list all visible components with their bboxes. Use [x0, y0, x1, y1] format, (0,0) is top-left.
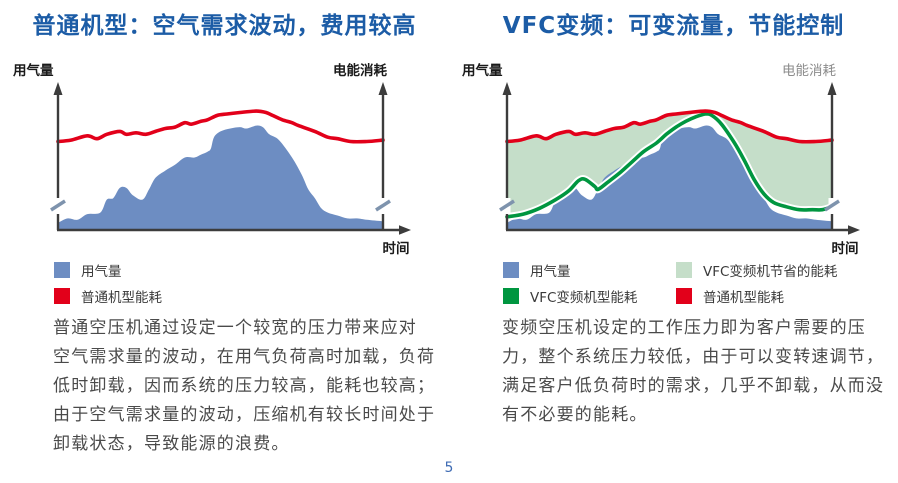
series-air: [507, 125, 832, 230]
legend-swatch-fixed-energy: [54, 288, 70, 304]
x-axis-arrow-icon: [848, 225, 860, 235]
legend-swatch-air: [503, 262, 519, 278]
legend-item: VFC变频机型能耗: [503, 286, 676, 306]
left-panel: 普通机型：空气需求波动，费用较高 用气量 电能消耗 时间 用气量 普通机型能: [13, 13, 436, 454]
legend-item: 普通机型能耗: [54, 286, 162, 306]
right-chart-legend: 用气量 VFC变频机节省的能耗 VFC变频机型能耗 普通机型能耗: [503, 257, 837, 309]
page-number: 5: [444, 460, 454, 476]
right-ylabel: 电能消耗: [333, 62, 387, 79]
right-panel: VFC变频：可变流量，节能控制 用气量 电能消耗 时间 用气量 VFC变频机节省…: [449, 0, 898, 483]
legend-item: 普通机型能耗: [676, 286, 837, 306]
right-description: 变频空压机设定的工作压力即为客户需要的压 力，整个系统压力较低，由于可以变转速调…: [502, 318, 885, 425]
left-y-axis-arrow-icon: [53, 82, 63, 95]
left-ylabel: 用气量: [462, 62, 503, 79]
right-y-axis-arrow-icon: [378, 82, 388, 95]
series-saved: [507, 111, 832, 217]
right-chart-plot-area: [503, 109, 836, 230]
legend-label: 用气量: [81, 264, 122, 280]
legend-swatch-saved-energy: [676, 262, 692, 278]
series-air: [58, 125, 383, 230]
legend-swatch-fixed-energy: [676, 288, 692, 304]
x-axis-arrow-icon: [399, 225, 411, 235]
left-axis-break-icon: [50, 198, 66, 214]
left-description: 普通空压机通过设定一个较宽的压力带来应对 空气需求量的波动，在用气负荷高时加载，…: [53, 318, 436, 454]
left-y-axis-arrow-icon: [502, 82, 512, 95]
legend-swatch-vfc-energy: [503, 288, 519, 304]
x-axis-label: 时间: [383, 240, 410, 257]
left-chart-plot-area: [56, 109, 385, 230]
left-chart: 用气量 电能消耗 时间: [13, 62, 411, 257]
legend-item: 用气量: [54, 260, 162, 280]
legend-label: VFC变频机型能耗: [530, 290, 638, 306]
legend-swatch-air: [54, 262, 70, 278]
series-vfc: [505, 112, 834, 219]
legend-label: 用气量: [530, 264, 571, 280]
right-ylabel: 电能消耗: [782, 63, 836, 79]
left-axis-break-icon: [499, 198, 515, 214]
series-fixed: [505, 109, 834, 144]
legend-label: 普通机型能耗: [81, 290, 162, 306]
right-axis-break-icon: [824, 198, 840, 214]
legend-label: 普通机型能耗: [703, 290, 784, 306]
series-fixed: [56, 109, 385, 144]
left-chart-title: 普通机型：空气需求波动，费用较高: [32, 13, 417, 39]
legend-item: VFC变频机节省的能耗: [676, 260, 837, 280]
left-ylabel: 用气量: [13, 62, 54, 79]
right-chart-title: VFC变频：可变流量，节能控制: [502, 13, 845, 39]
left-chart-legend: 用气量 普通机型能耗: [54, 257, 162, 309]
right-chart: 用气量 电能消耗 时间: [462, 62, 860, 257]
legend-label: VFC变频机节省的能耗: [703, 264, 838, 280]
x-axis-label: 时间: [832, 240, 859, 257]
right-y-axis-arrow-icon: [827, 82, 837, 95]
legend-item: 用气量: [503, 260, 676, 280]
right-axis-break-icon: [375, 198, 391, 214]
